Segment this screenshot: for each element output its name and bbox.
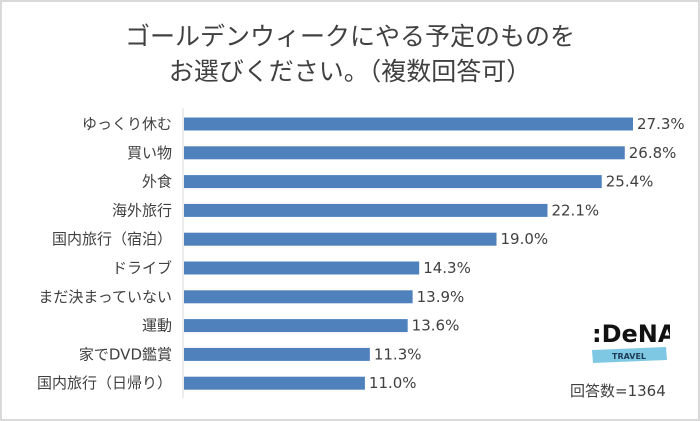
value-label: 27.3% xyxy=(637,115,685,133)
category-label: まだ決まっていない xyxy=(38,288,172,306)
bar xyxy=(184,290,413,304)
dena-travel-logo: :DeNA TRAVEL xyxy=(590,320,670,370)
bar xyxy=(184,117,633,131)
value-label: 13.9% xyxy=(417,288,465,306)
category-label: 国内旅行（宿泊） xyxy=(52,230,172,248)
value-label: 14.3% xyxy=(423,259,471,277)
value-label: 26.8% xyxy=(629,144,677,162)
value-label: 11.3% xyxy=(374,345,422,363)
bar xyxy=(184,319,408,333)
value-label: 22.1% xyxy=(551,201,599,219)
value-label: 25.4% xyxy=(606,173,654,191)
value-label: 13.6% xyxy=(412,317,460,335)
category-label: 外食 xyxy=(142,173,172,191)
category-label: 買い物 xyxy=(127,144,172,162)
svg-text:TRAVEL: TRAVEL xyxy=(612,352,646,361)
bar xyxy=(184,146,625,160)
chart-title-line1: ゴールデンウィークにやる予定のものを xyxy=(124,22,575,51)
bar xyxy=(184,376,365,390)
respondent-count: 回答数=1364 xyxy=(570,382,666,400)
chart-title-line2: お選びください。（複数回答可） xyxy=(168,57,532,86)
bar xyxy=(184,261,420,275)
category-label: 家でDVD鑑賞 xyxy=(79,345,172,363)
category-label: ドライブ xyxy=(112,259,172,277)
category-label: ゆっくり休む xyxy=(82,115,172,133)
value-label: 19.0% xyxy=(500,230,548,248)
bar xyxy=(184,232,497,246)
svg-text::DeNA: :DeNA xyxy=(592,320,670,348)
bar xyxy=(184,203,548,217)
bar xyxy=(184,175,602,189)
category-label: 運動 xyxy=(142,317,172,335)
category-label: 国内旅行（日帰り） xyxy=(37,374,172,392)
category-label: 海外旅行 xyxy=(112,201,172,219)
value-label: 11.0% xyxy=(369,374,417,392)
bar xyxy=(184,347,370,361)
